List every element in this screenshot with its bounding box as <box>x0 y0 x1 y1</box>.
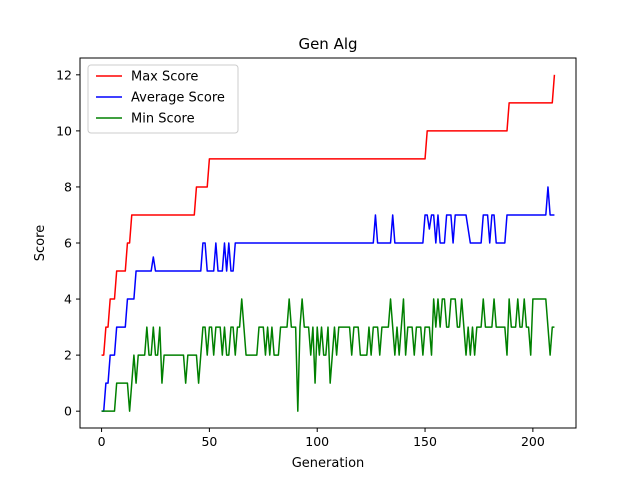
x-tick-label: 50 <box>201 434 217 449</box>
series-line-max-score <box>101 74 556 356</box>
y-tick-label: 8 <box>64 179 72 194</box>
x-axis-label: Generation <box>292 456 365 471</box>
legend-frame <box>87 64 239 134</box>
legend-label: Max Score <box>131 70 198 85</box>
axis-ticks: 0 50 100 150 200 0 2 4 6 8 10 12 <box>56 67 545 449</box>
y-tick-label: 12 <box>56 67 72 82</box>
legend-label: Min Score <box>131 112 195 127</box>
chart-title: Gen Alg <box>298 35 357 53</box>
legend-label: Average Score <box>131 91 225 106</box>
plot-area <box>101 74 556 412</box>
legend: Max Score Average Score Min Score <box>87 64 239 134</box>
series-line-average-score <box>101 186 555 412</box>
x-tick-label: 150 <box>413 434 437 449</box>
series-line-min-score <box>101 298 555 412</box>
y-tick-label: 2 <box>64 348 72 363</box>
x-tick-label: 200 <box>521 434 545 449</box>
y-axis-label: Score <box>33 225 48 261</box>
y-tick-label: 6 <box>64 236 72 251</box>
x-tick-label: 0 <box>98 434 106 449</box>
y-tick-label: 10 <box>56 123 72 138</box>
y-tick-label: 0 <box>64 404 72 419</box>
x-tick-label: 100 <box>305 434 329 449</box>
y-tick-label: 4 <box>64 292 72 307</box>
